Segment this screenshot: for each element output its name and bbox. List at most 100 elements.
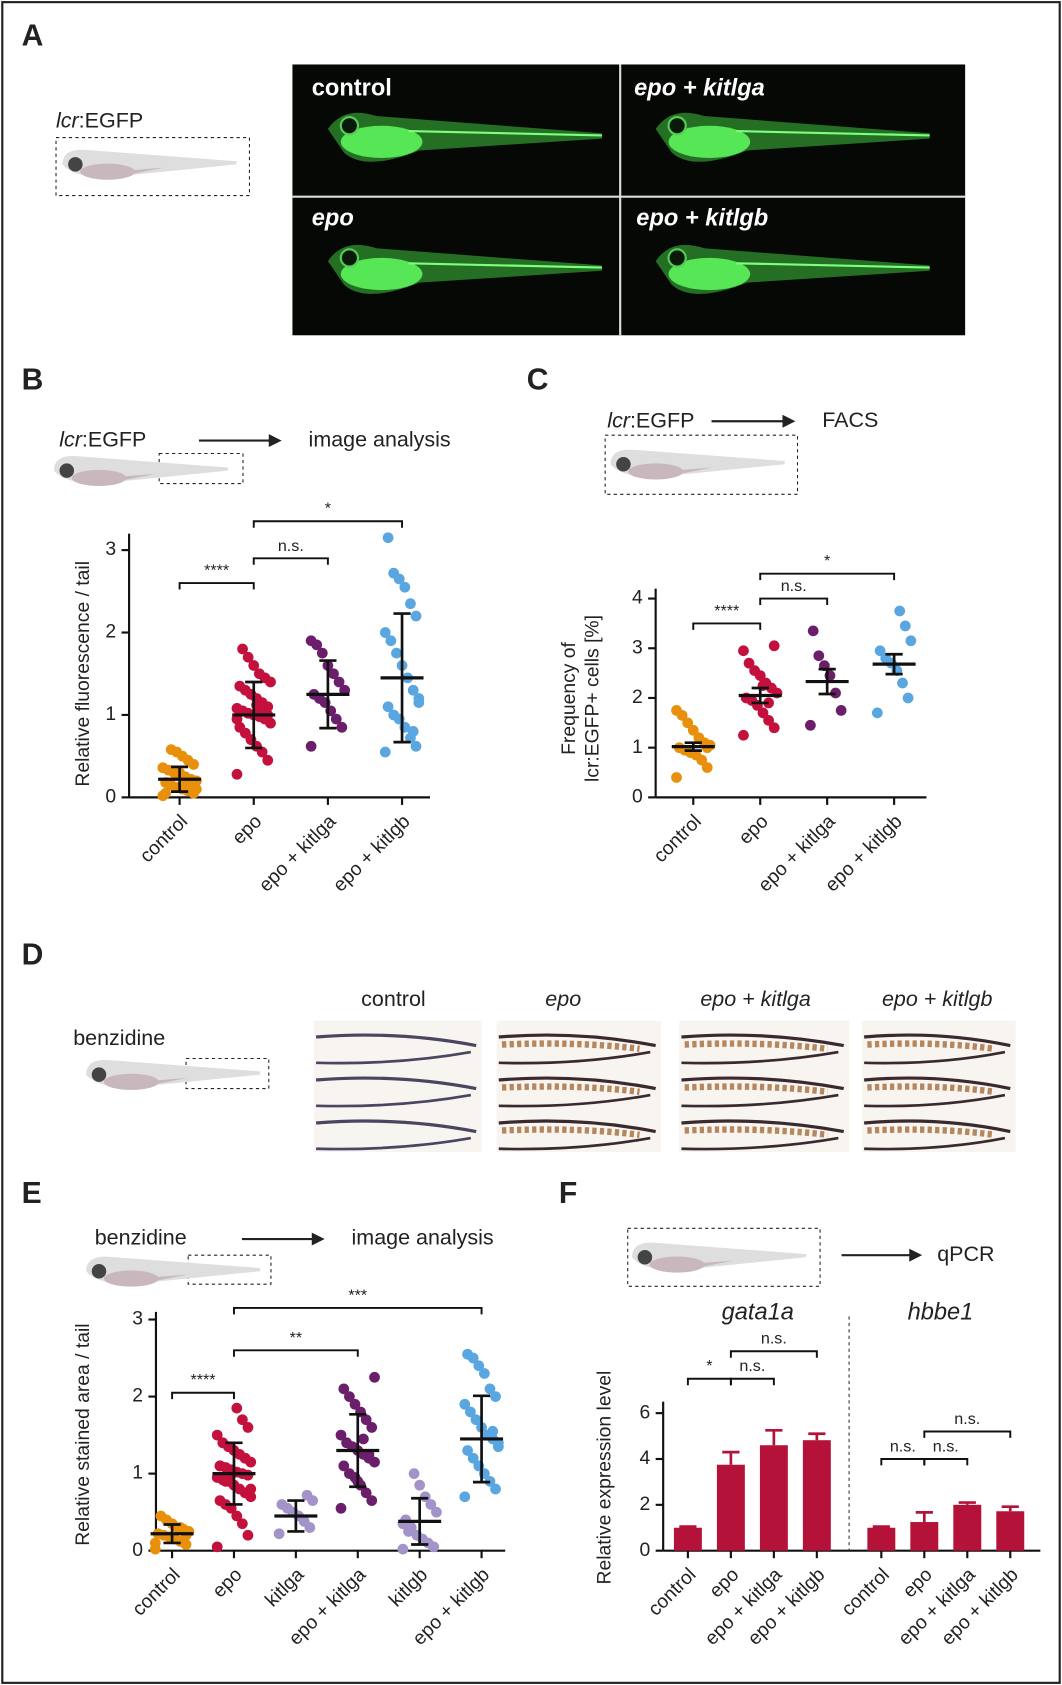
- stained-tail: [681, 1033, 845, 1048]
- data-point: [344, 1468, 355, 1479]
- data-point: [236, 1518, 248, 1530]
- y-tick-label: 0: [632, 785, 643, 807]
- y-tick-label: 0: [640, 1539, 651, 1561]
- panel-label: F: [559, 1177, 577, 1210]
- significance-bracket: [252, 520, 404, 528]
- significance-bracket: [729, 1350, 818, 1358]
- data-point: [242, 651, 254, 663]
- data-point: [382, 701, 394, 713]
- y-tick-label: 2: [132, 1385, 143, 1407]
- reporter-italic: lcr: [59, 427, 83, 451]
- y-tick-label: 0: [105, 785, 116, 807]
- data-point: [366, 1495, 378, 1506]
- significance-label: ****: [714, 602, 740, 620]
- panel-label: A: [22, 20, 44, 53]
- data-point: [388, 709, 400, 721]
- method-label: qPCR: [937, 1242, 994, 1266]
- stained-tail: [681, 1119, 845, 1134]
- stained-tail: [864, 1136, 1006, 1151]
- data-point: [217, 1437, 229, 1449]
- data-point: [211, 1429, 223, 1441]
- group-label: gata1a: [722, 1299, 794, 1325]
- significance-label: **: [290, 1329, 303, 1347]
- fish-yolk: [103, 1073, 159, 1090]
- data-point: [360, 1414, 372, 1426]
- stained-cells: [501, 1040, 640, 1053]
- column-label: epo + kitlgb: [882, 987, 993, 1011]
- data-point: [905, 635, 917, 647]
- fish-eye: [616, 456, 631, 472]
- significance-label: n.s.: [278, 537, 304, 555]
- data-point: [335, 1502, 347, 1514]
- stained-tail: [498, 1050, 651, 1065]
- data-point: [671, 705, 682, 716]
- significance-label: n.s.: [781, 577, 807, 595]
- data-point: [738, 645, 749, 657]
- data-point: [382, 532, 394, 544]
- stained-tail: [681, 1076, 845, 1091]
- fluorescence-image: [292, 64, 966, 336]
- stained-tail: [681, 1136, 839, 1151]
- data-point: [405, 598, 416, 610]
- y-tick-label: 1: [132, 1462, 143, 1484]
- data-point: [242, 1422, 254, 1433]
- stained-cells: [684, 1040, 828, 1053]
- data-point: [768, 640, 780, 652]
- fish-yolk: [71, 469, 127, 486]
- stained-tail: [498, 1119, 656, 1134]
- image-label: epo + kitlgb: [636, 205, 768, 231]
- fish-schematic: [53, 456, 228, 486]
- data-point: [431, 1506, 442, 1518]
- y-tick-label: 4: [632, 587, 643, 609]
- significance-label: n.s.: [933, 1437, 959, 1455]
- data-point: [902, 692, 914, 704]
- arrow-head: [268, 434, 282, 448]
- stained-cells: [684, 1083, 828, 1096]
- significance-bracket: [233, 1349, 359, 1357]
- data-point: [211, 1541, 223, 1553]
- fish-eye: [339, 248, 360, 268]
- method-label: FACS: [822, 408, 878, 432]
- data-point: [366, 1422, 378, 1433]
- fluorescent-yolk: [668, 257, 751, 291]
- significance-bracket: [729, 1377, 775, 1386]
- data-point: [478, 1368, 490, 1379]
- fish-schematic: [632, 1242, 807, 1273]
- data-point: [738, 729, 749, 741]
- data-point: [349, 1398, 361, 1410]
- fish-eye: [91, 1067, 107, 1082]
- y-tick-label: 3: [105, 538, 116, 560]
- reporter-italic: lcr: [56, 108, 80, 132]
- bar: [996, 1511, 1025, 1551]
- panel-label: D: [22, 938, 44, 971]
- data-point: [333, 676, 345, 688]
- stained-tail: [863, 1076, 1011, 1091]
- significance-label: n.s.: [739, 1357, 765, 1375]
- reporter-rest: :EGFP: [82, 427, 146, 451]
- data-point: [160, 787, 172, 799]
- significance-bracket: [233, 1307, 483, 1315]
- data-point: [369, 1371, 380, 1383]
- data-point: [338, 1460, 350, 1472]
- stained-cells: [867, 1083, 995, 1096]
- stained-tail: [864, 1050, 1006, 1065]
- significance-label: ****: [204, 561, 230, 579]
- data-point: [407, 726, 419, 737]
- significance-bracket: [923, 1458, 969, 1466]
- data-point: [693, 732, 705, 744]
- data-point: [462, 1445, 473, 1456]
- data-point: [871, 707, 883, 719]
- data-point: [835, 705, 847, 716]
- data-point: [245, 1483, 257, 1495]
- stained-tail: [316, 1136, 472, 1151]
- fish-gut: [123, 167, 165, 176]
- data-point: [236, 1414, 248, 1426]
- data-point: [467, 1452, 479, 1464]
- data-point: [687, 724, 699, 736]
- data-point: [701, 762, 713, 773]
- data-point: [253, 668, 265, 680]
- significance-bracket: [759, 572, 896, 581]
- data-point: [239, 1452, 251, 1464]
- stained-cells: [867, 1126, 995, 1138]
